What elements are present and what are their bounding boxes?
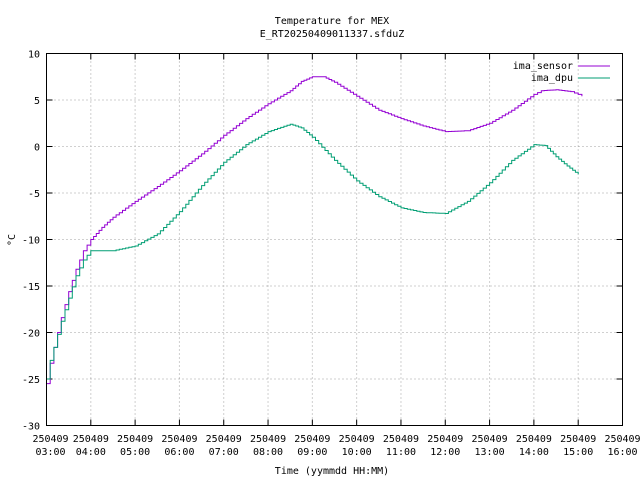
y-tick-label: -5: [28, 189, 40, 200]
x-tick-label-time: 06:00: [164, 447, 194, 458]
y-tick-label: 0: [34, 143, 40, 154]
x-tick-label-date: 250409: [250, 434, 286, 445]
x-tick-label-time: 04:00: [76, 447, 106, 458]
x-tick-label-date: 250409: [516, 434, 552, 445]
x-tick-label-time: 10:00: [342, 447, 372, 458]
x-axis-label: Time (yymmdd HH:MM): [275, 466, 389, 477]
x-tick-label-date: 250409: [560, 434, 596, 445]
x-tick-label-date: 250409: [383, 434, 419, 445]
x-tick-label-time: 09:00: [297, 447, 327, 458]
y-tick-label: -15: [22, 282, 40, 293]
x-tick-label-time: 16:00: [607, 447, 637, 458]
x-tick-label-time: 12:00: [430, 447, 460, 458]
x-tick-label-date: 250409: [161, 434, 197, 445]
legend-label-ima-dpu: ima_dpu: [531, 73, 573, 84]
series-line-ima-sensor: [46, 76, 583, 385]
x-tick-label-time: 13:00: [475, 447, 505, 458]
plot-frame: [46, 53, 623, 426]
x-tick-label-date: 250409: [294, 434, 330, 445]
grid: [46, 53, 623, 426]
y-tick-label: 10: [28, 50, 40, 61]
axes: -30 -25 -20 -15 -10 -5 0 5 10 250409 03:00 250409 04…: [22, 50, 640, 459]
x-tick-label-date: 250409: [339, 434, 375, 445]
x-tick-label-time: 14:00: [519, 447, 549, 458]
y-tick-label: -10: [22, 236, 40, 247]
series-line-ima-dpu: [46, 123, 579, 380]
x-tick-label-date: 250409: [472, 434, 508, 445]
x-tick-label-date: 250409: [73, 434, 109, 445]
x-tick-label-time: 15:00: [563, 447, 593, 458]
chart-title: Temperature for MEX: [275, 16, 389, 27]
x-tick-label-date: 250409: [604, 434, 640, 445]
y-tick-label: -30: [22, 422, 40, 433]
y-tick-label: -25: [22, 375, 40, 386]
x-tick-label-time: 08:00: [253, 447, 283, 458]
y-tick-label: 5: [34, 96, 40, 107]
legend-label-ima-sensor: ima_sensor: [513, 61, 573, 72]
x-tick-label-time: 11:00: [386, 447, 416, 458]
y-axis-label: °C: [7, 234, 18, 246]
x-tick-label-date: 250409: [32, 434, 68, 445]
x-tick-label-date: 250409: [427, 434, 463, 445]
y-tick-label: -20: [22, 329, 40, 340]
x-tick-label-time: 07:00: [209, 447, 239, 458]
plot-area: [46, 76, 583, 385]
x-tick-label-time: 05:00: [120, 447, 150, 458]
x-tick-label-date: 250409: [206, 434, 242, 445]
x-tick-label-time: 03:00: [35, 447, 65, 458]
x-tick-label-date: 250409: [117, 434, 153, 445]
chart-subtitle: E_RT20250409011337.sfduZ: [260, 29, 405, 40]
